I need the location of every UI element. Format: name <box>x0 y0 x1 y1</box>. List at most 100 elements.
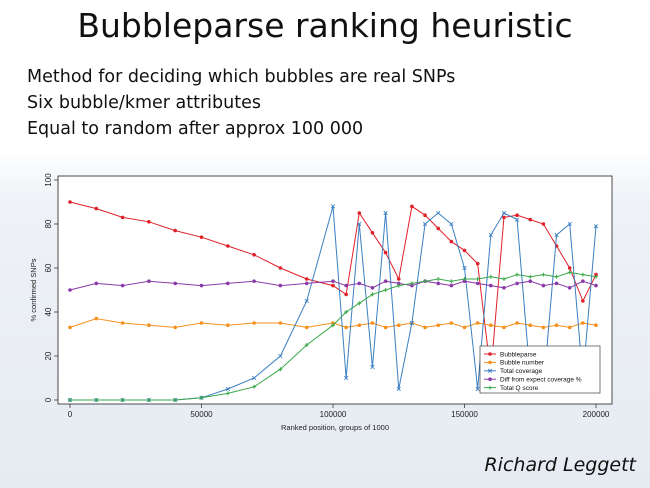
bubbleparse-point <box>199 235 204 239</box>
bubble-number-point <box>147 323 151 327</box>
bubbleparse-point <box>502 215 506 220</box>
legend-item-total-q-score: Total Q score <box>484 385 539 392</box>
total-q-score-point <box>146 398 151 402</box>
total-q-score-point <box>449 279 454 284</box>
total-coverage-point <box>251 375 257 381</box>
diff-from-expect-coverage-point <box>581 279 585 283</box>
diff-from-expect-coverage-point <box>304 281 309 286</box>
bubbleparse-point <box>436 226 441 231</box>
diff-from-expect-coverage-point <box>68 288 72 292</box>
total-q-score-point <box>436 277 441 281</box>
bubble-number-point <box>357 323 362 327</box>
y-tick-label: 80 <box>44 219 53 228</box>
total-coverage-point <box>488 232 493 238</box>
diff-from-expect-coverage-point <box>396 281 401 286</box>
total-coverage-point <box>396 386 401 392</box>
diff-from-expect-coverage-point <box>528 279 533 283</box>
y-tick-label: 100 <box>44 173 53 187</box>
diff-from-expect-coverage-point <box>554 281 559 286</box>
total-q-score-point <box>344 310 349 314</box>
total-q-score-series <box>68 270 598 402</box>
diff-from-expect-coverage-point <box>370 286 375 290</box>
bubbleparse-point <box>410 204 414 209</box>
total-q-score-point <box>580 272 585 277</box>
bubble-number-point <box>449 321 454 325</box>
y-tick-label: 20 <box>44 351 53 360</box>
diff-from-expect-coverage-point <box>475 281 480 286</box>
legend-label: Bubbleparse <box>500 351 537 358</box>
bubbleparse-point <box>541 222 546 226</box>
bubbleparse-point <box>528 217 533 222</box>
diff-from-expect-coverage-point <box>515 281 519 286</box>
total-q-score-point <box>383 288 388 292</box>
bullet-item: Six bubble/kmer attributes <box>27 93 261 113</box>
total-q-score-point <box>409 281 414 286</box>
diff-from-expect-coverage-point <box>502 286 506 290</box>
diff-from-expect-coverage-point <box>383 279 388 283</box>
x-tick-label: 100000 <box>320 410 347 419</box>
bullet-item: Equal to random after approx 100 000 <box>27 119 364 139</box>
total-coverage-point <box>436 210 441 216</box>
total-coverage-point <box>330 204 336 209</box>
x-tick-label: 0 <box>68 410 73 419</box>
legend-point <box>488 352 492 356</box>
total-q-score-point <box>278 367 283 372</box>
y-tick-label: 0 <box>44 397 53 402</box>
total-coverage-point <box>422 221 428 227</box>
bubbleparse-point <box>462 248 467 253</box>
bubble-number-point <box>304 325 309 330</box>
bubbleparse-point <box>226 244 230 248</box>
diff-from-expect-coverage-point <box>449 283 454 288</box>
total-q-score-point <box>120 398 125 402</box>
y-tick-label: 60 <box>44 263 53 272</box>
bubble-number-point <box>396 323 401 327</box>
y-axis-label: % confirmed SNPs <box>29 258 38 321</box>
total-q-score-point <box>199 395 204 400</box>
bubble-number-point <box>502 325 506 330</box>
total-q-score-point <box>423 279 428 284</box>
diff-from-expect-coverage-point <box>436 281 441 286</box>
total-q-score-point <box>528 274 533 279</box>
bubble-number-point <box>383 325 388 330</box>
bubble-number-point <box>68 325 72 330</box>
bubbleparse-point <box>344 292 348 297</box>
bubbleparse-point <box>252 253 256 257</box>
total-coverage-point <box>449 221 454 227</box>
legend-item-bubbleparse: Bubbleparse <box>484 351 537 358</box>
bubbleparse-point <box>147 220 151 224</box>
total-q-score-point <box>173 398 178 402</box>
total-q-score-point <box>357 301 362 306</box>
total-coverage-point <box>593 224 599 229</box>
total-coverage-point <box>344 375 349 381</box>
total-coverage-point <box>409 320 415 326</box>
axes: 0 20 40 60 80 100 0 50000 100000 150000 200000 <box>44 173 610 419</box>
legend-point <box>487 368 493 373</box>
bubble-number-point <box>120 321 125 325</box>
total-q-score-point <box>488 274 493 279</box>
bubble-number-point <box>436 323 441 327</box>
total-q-score-point <box>567 270 572 275</box>
total-q-score-point <box>475 277 480 281</box>
bubbleparse-point <box>383 250 388 255</box>
diff-from-expect-coverage-point <box>410 283 414 288</box>
bubble-number-point <box>94 316 99 321</box>
bubble-number-point <box>252 321 256 325</box>
bullet-list: Method for deciding which bubbles are re… <box>27 64 455 142</box>
bubbleparse-point <box>567 266 572 270</box>
bubble-number-point <box>594 323 598 327</box>
total-coverage-point <box>383 210 388 216</box>
bubbleparse-point <box>594 272 598 277</box>
y-tick-label: 40 <box>44 307 53 316</box>
diff-from-expect-coverage-point <box>120 283 125 288</box>
line-chart: 0 20 40 60 80 100 0 50000 100000 150000 200000 % c… <box>29 173 613 432</box>
total-q-score-point <box>68 398 72 402</box>
legend-label: Bubble number <box>500 360 545 367</box>
legend-item-diff-from-expect-coverage: Diff from expect coverage % <box>484 377 582 384</box>
diff-from-expect-coverage-point <box>567 286 572 290</box>
x-tick-label: 50000 <box>190 410 213 419</box>
total-coverage-point <box>514 217 520 222</box>
bubble-number-point <box>173 325 177 330</box>
total-q-score-point <box>396 283 401 288</box>
total-q-score-point <box>594 274 598 279</box>
